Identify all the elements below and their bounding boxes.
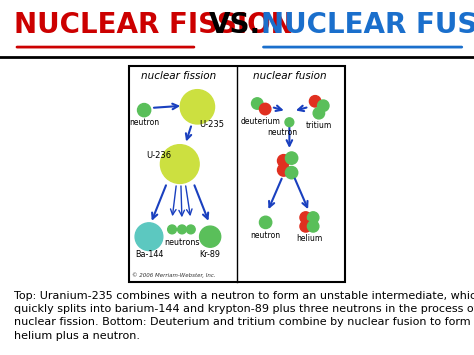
Circle shape [300,220,311,232]
Text: NUCLEAR FISSION: NUCLEAR FISSION [14,11,294,39]
Circle shape [308,220,319,232]
Circle shape [160,145,199,184]
Text: VS.: VS. [209,11,261,39]
Circle shape [135,223,163,251]
Text: nuclear fusion: nuclear fusion [253,71,327,81]
Text: NUCLEAR FUSION: NUCLEAR FUSION [261,11,474,39]
Text: © 2006 Merriam-Webster, Inc.: © 2006 Merriam-Webster, Inc. [132,273,215,278]
Circle shape [180,90,215,124]
Text: deuterium: deuterium [240,117,280,126]
Circle shape [285,118,294,127]
Text: Ba-144: Ba-144 [135,250,163,260]
Circle shape [178,225,186,234]
Text: helium: helium [297,234,323,243]
Text: nuclear fission: nuclear fission [141,71,216,81]
Circle shape [137,104,151,117]
Text: neutron: neutron [251,231,281,240]
Text: tritium: tritium [306,121,332,131]
Text: Top: Uranium-235 combines with a neutron to form an unstable intermediate, which: Top: Uranium-235 combines with a neutron… [14,291,474,340]
Text: U-236: U-236 [146,151,172,160]
Text: neutron: neutron [267,128,297,137]
Circle shape [313,108,325,119]
Text: Kr-89: Kr-89 [200,250,221,260]
Circle shape [168,225,176,234]
Circle shape [259,216,272,229]
Circle shape [277,154,290,167]
Circle shape [285,152,298,164]
Circle shape [308,212,319,223]
Circle shape [186,225,195,234]
Circle shape [277,164,290,176]
Circle shape [285,166,298,179]
Circle shape [318,100,329,111]
Circle shape [252,98,263,109]
Circle shape [259,103,271,115]
Circle shape [310,95,321,107]
Text: neutron: neutron [129,118,159,127]
Circle shape [200,226,221,247]
Text: neutrons: neutrons [164,238,200,247]
Circle shape [300,212,311,223]
Text: U-235: U-235 [199,120,224,129]
